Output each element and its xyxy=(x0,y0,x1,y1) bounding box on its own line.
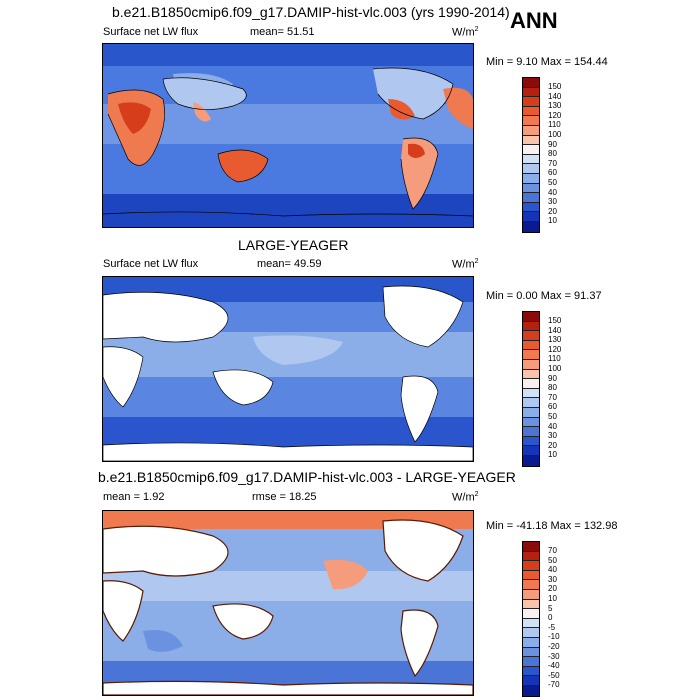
tick: 30 xyxy=(548,431,557,441)
tick: 150 xyxy=(548,82,562,91)
tick: 50 xyxy=(548,555,557,565)
tick: 80 xyxy=(548,383,557,393)
tick: 50 xyxy=(548,411,557,421)
panel3-colorbar xyxy=(522,541,540,697)
panel1-map xyxy=(102,43,474,228)
tick: -30 xyxy=(548,651,560,661)
tick: 20 xyxy=(548,206,557,216)
tick: 5 xyxy=(548,603,553,613)
panel3-mean-label: mean = 1.92 xyxy=(103,491,165,503)
panel1-colorbar-ticks: 150 140 130 120 110 100 90 80 70 60 50 40 30 20 10 xyxy=(548,82,561,226)
panel2-minmax: Min = 0.00 Max = 91.37 xyxy=(486,290,602,302)
panel1-minmax: Min = 9.10 Max = 154.44 xyxy=(486,56,608,68)
tick: 40 xyxy=(548,187,557,197)
tick: 30 xyxy=(548,197,557,207)
tick: 130 xyxy=(548,335,562,345)
tick: 60 xyxy=(548,402,557,412)
panel2-colorbar-ticks: 150 140 130 120 110 100 90 80 70 60 50 40 30 20 10 xyxy=(548,316,561,460)
tick: 20 xyxy=(548,440,557,450)
tick: 40 xyxy=(548,421,557,431)
tick: 10 xyxy=(548,216,557,226)
tick: 110 xyxy=(548,120,561,130)
panel2-variable-label: Surface net LW flux xyxy=(103,258,199,270)
panel2-map xyxy=(102,276,474,462)
panel3-rmse-value: 18.25 xyxy=(289,491,317,503)
tick: 110 xyxy=(548,354,561,364)
tick: 90 xyxy=(548,373,557,383)
panel3-units: W/m2 xyxy=(452,491,479,504)
tick: 70 xyxy=(548,546,557,555)
panel3-title: b.e21.B1850cmip6.f09_g17.DAMIP-hist-vlc.… xyxy=(98,469,516,485)
panel3-rmse-label: rmse = 18.25 xyxy=(252,491,317,503)
tick: 0 xyxy=(548,613,553,623)
tick: 50 xyxy=(548,177,557,187)
panel1-mean-value: 51.51 xyxy=(287,26,315,38)
panel2-units: W/m2 xyxy=(452,258,479,271)
tick: 120 xyxy=(548,110,562,120)
panel2-mean-label: mean= 49.59 xyxy=(257,258,322,270)
tick: 140 xyxy=(548,325,562,335)
tick: 140 xyxy=(548,91,562,101)
tick: 90 xyxy=(548,139,557,149)
panel2-mean-value: 49.59 xyxy=(294,258,322,270)
panel1-variable-label: Surface net LW flux xyxy=(103,26,199,38)
tick: 80 xyxy=(548,149,557,159)
tick: 70 xyxy=(548,158,557,168)
panel1-title: b.e21.B1850cmip6.f09_g17.DAMIP-hist-vlc.… xyxy=(112,4,510,20)
tick: 40 xyxy=(548,565,557,575)
tick: 30 xyxy=(548,574,557,584)
tick: 10 xyxy=(548,450,557,460)
tick: 130 xyxy=(548,101,562,111)
panel3-minmax: Min = -41.18 Max = 132.98 xyxy=(486,520,618,532)
tick: -40 xyxy=(548,661,560,671)
tick: 150 xyxy=(548,316,562,325)
tick: -70 xyxy=(548,680,560,690)
tick: 70 xyxy=(548,392,557,402)
tick: 60 xyxy=(548,168,557,178)
tick: 10 xyxy=(548,593,557,603)
tick: -5 xyxy=(548,622,556,632)
tick: 100 xyxy=(548,129,562,139)
tick: -50 xyxy=(548,670,560,680)
panel3-colorbar-ticks: 70 50 40 30 20 10 5 0 -5 -10 -20 -30 -40 -50 -70 xyxy=(548,546,560,690)
panel1-mean-label: mean= 51.51 xyxy=(250,26,315,38)
panel3-map xyxy=(102,510,474,696)
season-label: ANN xyxy=(510,8,558,33)
tick: 100 xyxy=(548,363,562,373)
tick: 20 xyxy=(548,584,557,594)
panel2-colorbar xyxy=(522,311,540,467)
panel1-colorbar xyxy=(522,77,540,233)
tick: -10 xyxy=(548,632,560,642)
tick: 120 xyxy=(548,344,562,354)
panel2-title: LARGE-YEAGER xyxy=(238,237,349,253)
tick: -20 xyxy=(548,641,560,651)
panel1-units: W/m2 xyxy=(452,26,479,39)
